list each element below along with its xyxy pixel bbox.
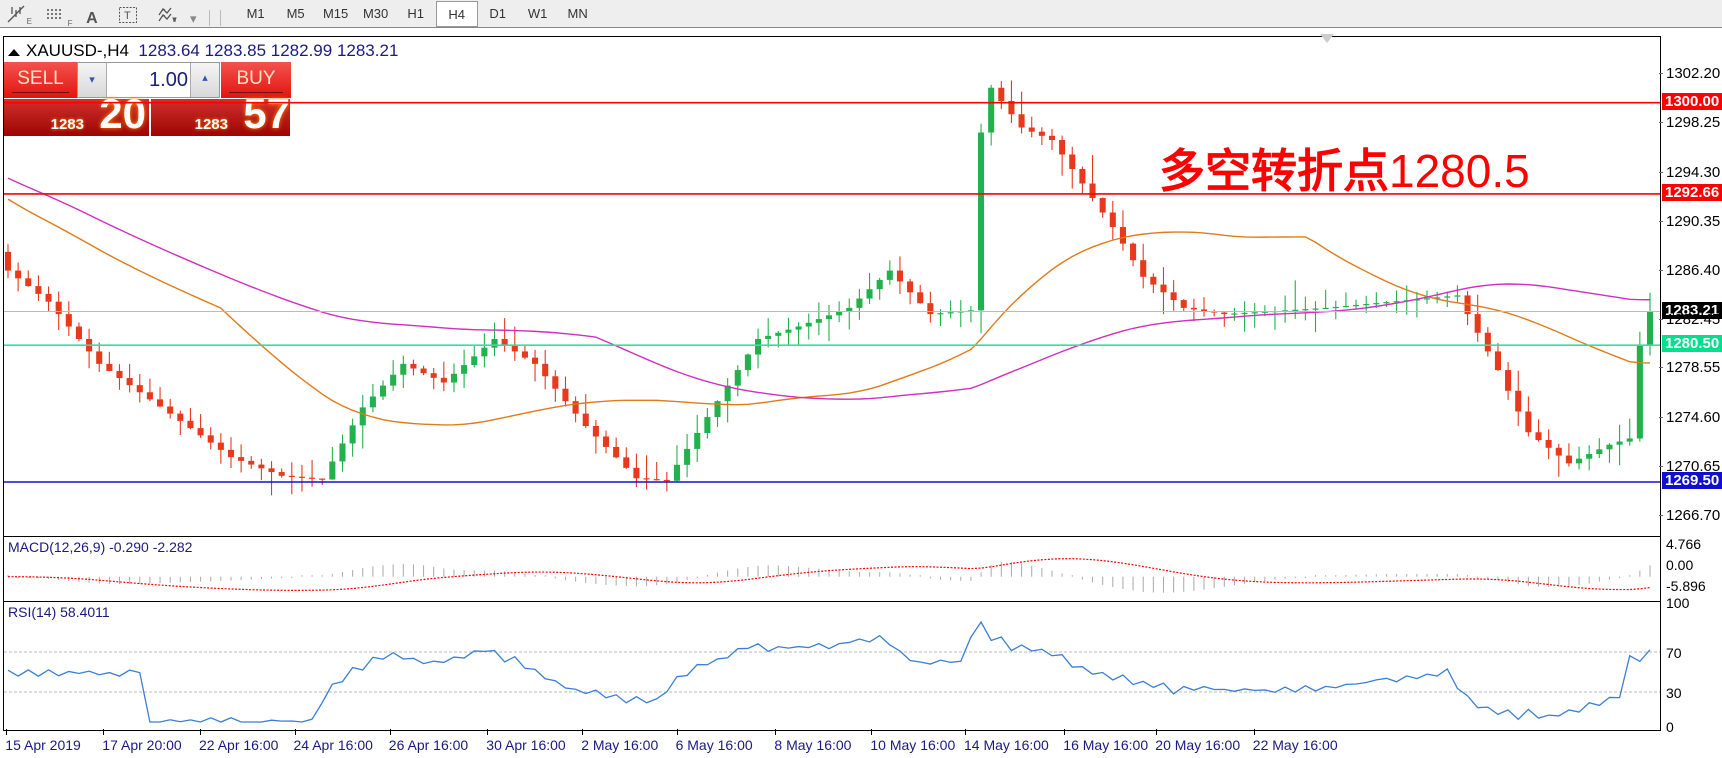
- svg-text:多空转折点1280.5: 多空转折点1280.5: [1159, 145, 1530, 197]
- svg-text:T: T: [124, 10, 131, 22]
